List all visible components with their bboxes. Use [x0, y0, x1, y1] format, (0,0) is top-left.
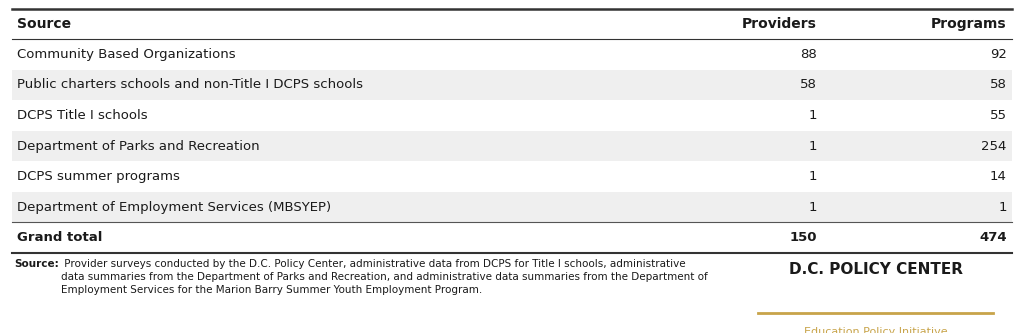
Text: Programs: Programs [931, 17, 1007, 31]
Text: Department of Parks and Recreation: Department of Parks and Recreation [17, 140, 260, 153]
Text: Providers: Providers [741, 17, 817, 31]
Text: Provider surveys conducted by the D.C. Policy Center, administrative data from D: Provider surveys conducted by the D.C. P… [61, 259, 709, 295]
FancyBboxPatch shape [12, 192, 1012, 222]
FancyBboxPatch shape [12, 222, 1012, 253]
Text: Education Policy Initiative: Education Policy Initiative [804, 327, 947, 333]
Text: Source:: Source: [14, 259, 59, 269]
Text: Grand total: Grand total [17, 231, 102, 244]
Text: 1: 1 [808, 140, 817, 153]
FancyBboxPatch shape [12, 100, 1012, 131]
Text: 150: 150 [790, 231, 817, 244]
Text: Community Based Organizations: Community Based Organizations [17, 48, 237, 61]
Text: Source: Source [17, 17, 72, 31]
Text: 1: 1 [808, 201, 817, 214]
Text: 1: 1 [808, 170, 817, 183]
Text: 474: 474 [979, 231, 1007, 244]
FancyBboxPatch shape [12, 162, 1012, 192]
Text: 92: 92 [990, 48, 1007, 61]
Text: 55: 55 [989, 109, 1007, 122]
Text: Public charters schools and non-Title I DCPS schools: Public charters schools and non-Title I … [17, 79, 364, 92]
Text: Department of Employment Services (MBSYEP): Department of Employment Services (MBSYE… [17, 201, 332, 214]
Text: 254: 254 [981, 140, 1007, 153]
FancyBboxPatch shape [12, 70, 1012, 100]
Text: 14: 14 [990, 170, 1007, 183]
Text: 58: 58 [990, 79, 1007, 92]
FancyBboxPatch shape [12, 131, 1012, 162]
Text: DCPS summer programs: DCPS summer programs [17, 170, 180, 183]
Text: D.C. POLICY CENTER: D.C. POLICY CENTER [788, 262, 963, 277]
Text: 58: 58 [800, 79, 817, 92]
Text: 88: 88 [800, 48, 817, 61]
Text: DCPS Title I schools: DCPS Title I schools [17, 109, 148, 122]
Text: 1: 1 [998, 201, 1007, 214]
Text: 1: 1 [808, 109, 817, 122]
FancyBboxPatch shape [12, 39, 1012, 70]
FancyBboxPatch shape [12, 9, 1012, 39]
